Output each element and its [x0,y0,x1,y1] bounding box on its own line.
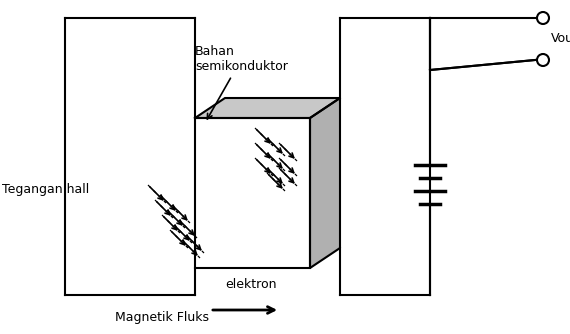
Text: Bahan
semikonduktor: Bahan semikonduktor [195,45,288,119]
Text: Tegangan hall: Tegangan hall [2,183,89,196]
Text: Vout: Vout [551,32,570,45]
Text: elektron: elektron [225,279,276,292]
Bar [195,118,310,268]
Polygon shape [195,98,340,118]
Text: Magnetik Fluks: Magnetik Fluks [115,312,209,325]
Polygon shape [310,98,340,268]
